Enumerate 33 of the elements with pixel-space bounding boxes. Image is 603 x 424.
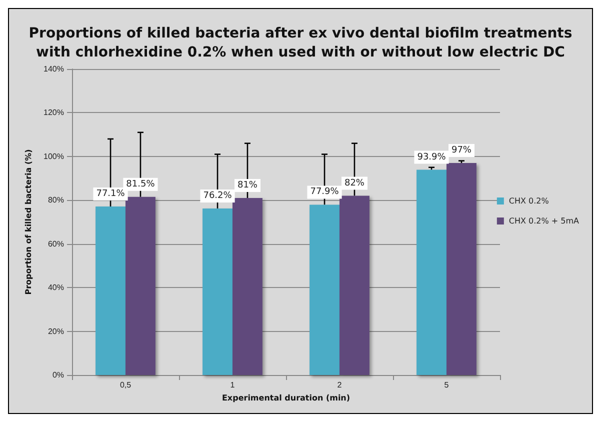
y-tick-label: 60% <box>48 239 64 248</box>
bar <box>310 204 340 375</box>
y-tick-label: 0% <box>52 370 64 380</box>
data-label: 76.2% <box>203 190 232 201</box>
bar <box>340 196 370 375</box>
bar <box>416 170 446 375</box>
y-tick-label: 40% <box>48 283 64 292</box>
bar <box>126 196 156 375</box>
data-label: 77.9% <box>310 187 340 198</box>
data-label: 82% <box>344 178 365 188</box>
bar <box>96 206 126 375</box>
data-label: 97% <box>451 145 472 156</box>
chart-title: Proportions of killed bacteria after ex vivo dental biofilm treatments with chlorhexidine 0.2% when used with or without low electric DC <box>28 26 572 60</box>
y-tick-label: 120% <box>44 108 64 118</box>
data-label: 93.9% <box>417 152 446 162</box>
x-axis-title: Experimental duration (min) <box>222 393 350 402</box>
data-label: 81.5% <box>126 179 156 190</box>
bar <box>446 162 476 375</box>
x-tick-label: 0,5 <box>120 380 132 390</box>
y-tick-label: 140% <box>44 64 64 74</box>
bar <box>232 198 262 375</box>
y-tick-label: 100% <box>44 152 64 161</box>
x-tick-label: 2 <box>337 380 342 390</box>
legend-label: CHX 0.2% + 5mA <box>508 216 580 226</box>
bar <box>202 208 232 375</box>
y-tick-label: 20% <box>48 326 64 336</box>
y-tick-label: 80% <box>48 196 64 205</box>
x-tick-label: 1 <box>230 380 236 390</box>
data-label: 81% <box>237 180 258 190</box>
legend-label: CHX 0.2% <box>508 196 550 206</box>
x-tick-label: 5 <box>444 380 450 390</box>
y-axis-title: Proportion of killed bacteria (%) <box>24 149 34 295</box>
data-label: 77.1% <box>96 188 126 199</box>
